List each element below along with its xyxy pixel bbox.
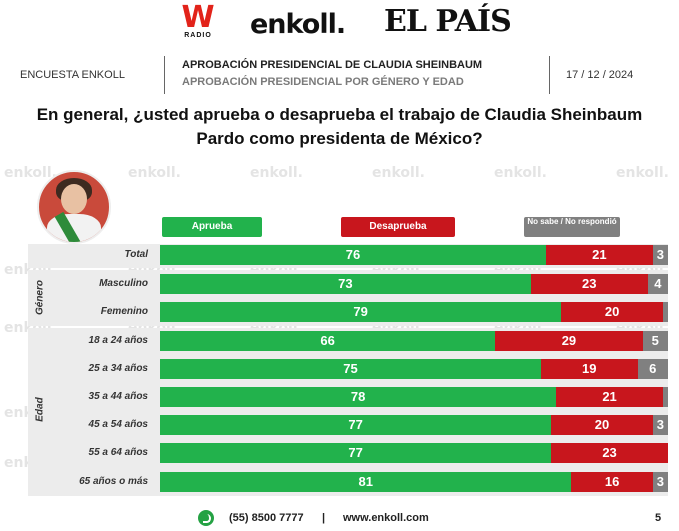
enkoll-watermark: enkoll. <box>250 165 303 181</box>
enkoll-watermark: enkoll. <box>128 165 181 181</box>
row-label: Masculino <box>99 278 148 289</box>
bar-aprueba: 77 <box>160 443 552 463</box>
legend-no-sabe: No sabe / No respondió <box>524 217 620 237</box>
bar-aprueba: 73 <box>160 274 531 294</box>
bar-desaprueba: 23 <box>530 274 648 294</box>
bar-desaprueba: 29 <box>495 331 643 351</box>
bar-no-sabe: 1 <box>662 387 668 407</box>
bar-aprueba: 66 <box>160 331 496 351</box>
footer-separator: | <box>322 512 326 524</box>
bar-no-sabe: 1 <box>662 302 668 322</box>
survey-label: ENCUESTA ENKOLL <box>20 69 125 81</box>
row-label: 18 a 24 años <box>88 335 148 346</box>
enkoll-watermark: enkoll. <box>372 165 425 181</box>
panel-edad <box>28 328 668 496</box>
bar-desaprueba: 20 <box>551 415 653 435</box>
bar-desaprueba: 21 <box>546 245 653 265</box>
footer-phone: (55) 8500 7777 <box>229 512 304 524</box>
bar-no-sabe: 4 <box>647 274 668 294</box>
row-label: 45 a 54 años <box>88 419 148 430</box>
logo-bar: W RADIO enkoll. EL PAÍS <box>0 0 679 52</box>
bar-no-sabe: 3 <box>652 415 668 435</box>
header-divider-left <box>164 56 165 94</box>
enkoll-watermark: enkoll. <box>494 165 547 181</box>
bar-aprueba: 81 <box>160 472 572 492</box>
row-label: 35 a 44 años <box>88 391 148 402</box>
bar-no-sabe: 3 <box>652 245 668 265</box>
enkoll-logo: enkoll. <box>250 9 346 40</box>
survey-question: En general, ¿usted aprueba o desaprueba … <box>0 103 679 151</box>
row-label: 25 a 34 años <box>88 363 148 374</box>
report-header: ENCUESTA ENKOLL APROBACIÓN PRESIDENCIAL … <box>0 56 679 94</box>
bar-aprueba: 79 <box>160 302 562 322</box>
bar-no-sabe: 3 <box>652 472 668 492</box>
bar-no-sabe: 5 <box>642 331 668 351</box>
row-label: Total <box>124 249 148 260</box>
legend-aprueba: Aprueba <box>162 217 262 237</box>
legend-no-sabe-text: No sabe / No respondió <box>527 217 617 226</box>
footer-website[interactable]: www.enkoll.com <box>343 512 429 524</box>
bar-aprueba: 76 <box>160 245 547 265</box>
enkoll-watermark: enkoll. <box>616 165 669 181</box>
w-radio-mark: W <box>181 0 215 35</box>
row-label: Femenino <box>100 306 148 317</box>
footer: (55) 8500 7777 | www.enkoll.com 5 <box>0 507 679 531</box>
bar-no-sabe: 6 <box>637 359 668 379</box>
w-radio-logo: W RADIO <box>181 0 215 40</box>
report-date: 17 / 12 / 2024 <box>566 69 634 81</box>
header-divider-right <box>549 56 550 94</box>
page-number: 5 <box>655 512 662 524</box>
row-label: 55 a 64 años <box>88 447 148 458</box>
question-line-2: Pardo como presidenta de México? <box>196 129 483 148</box>
question-line-1: En general, ¿usted aprueba o desaprueba … <box>36 105 643 124</box>
report-subtitle: APROBACIÓN PRESIDENCIAL POR GÉNERO Y EDA… <box>182 76 464 88</box>
bar-desaprueba: 20 <box>561 302 663 322</box>
bar-aprueba: 78 <box>160 387 557 407</box>
whatsapp-icon <box>198 510 214 526</box>
row-label: 65 años o más <box>79 476 148 487</box>
el-pais-logo: EL PAÍS <box>384 4 512 39</box>
bar-desaprueba: 19 <box>541 359 638 379</box>
bar-aprueba: 75 <box>160 359 541 379</box>
w-radio-text: RADIO <box>184 32 212 39</box>
report-title: APROBACIÓN PRESIDENCIAL DE CLAUDIA SHEIN… <box>182 59 483 71</box>
president-portrait <box>37 170 111 244</box>
bar-desaprueba: 21 <box>556 387 663 407</box>
bar-aprueba: 77 <box>160 415 552 435</box>
legend-desaprueba: Desaprueba <box>341 217 455 237</box>
enkoll-watermark: enkoll. <box>4 165 57 181</box>
bar-desaprueba: 16 <box>571 472 653 492</box>
bar-desaprueba: 23 <box>551 443 668 463</box>
